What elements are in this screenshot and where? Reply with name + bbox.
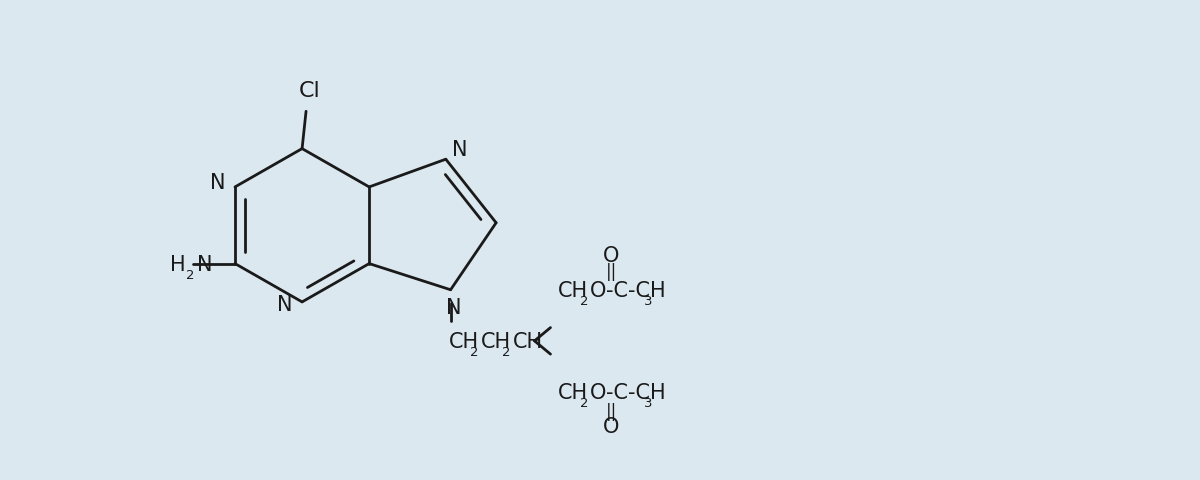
Text: N: N <box>210 173 226 192</box>
Text: ||: || <box>606 402 617 420</box>
Text: N: N <box>197 254 212 274</box>
Text: O-C-CH: O-C-CH <box>590 382 667 402</box>
Text: 2: 2 <box>470 345 479 358</box>
Text: 2: 2 <box>186 269 194 282</box>
Text: 2: 2 <box>580 396 588 409</box>
Text: 2: 2 <box>580 294 588 307</box>
Text: 3: 3 <box>644 396 653 409</box>
Text: N: N <box>277 294 293 314</box>
Text: CH: CH <box>558 382 588 402</box>
Text: CH: CH <box>481 331 511 351</box>
Text: O-C-CH: O-C-CH <box>590 280 667 300</box>
Text: N: N <box>452 140 468 160</box>
Text: 3: 3 <box>644 294 653 307</box>
Text: CH: CH <box>514 331 544 351</box>
Text: CH: CH <box>558 280 588 300</box>
Text: H: H <box>169 254 185 274</box>
Text: O: O <box>604 417 619 436</box>
Text: ||: || <box>606 262 617 280</box>
Text: 2: 2 <box>503 345 511 358</box>
Text: N: N <box>446 298 461 318</box>
Text: Cl: Cl <box>299 81 320 100</box>
Text: O: O <box>604 246 619 266</box>
Text: CH: CH <box>449 331 479 351</box>
